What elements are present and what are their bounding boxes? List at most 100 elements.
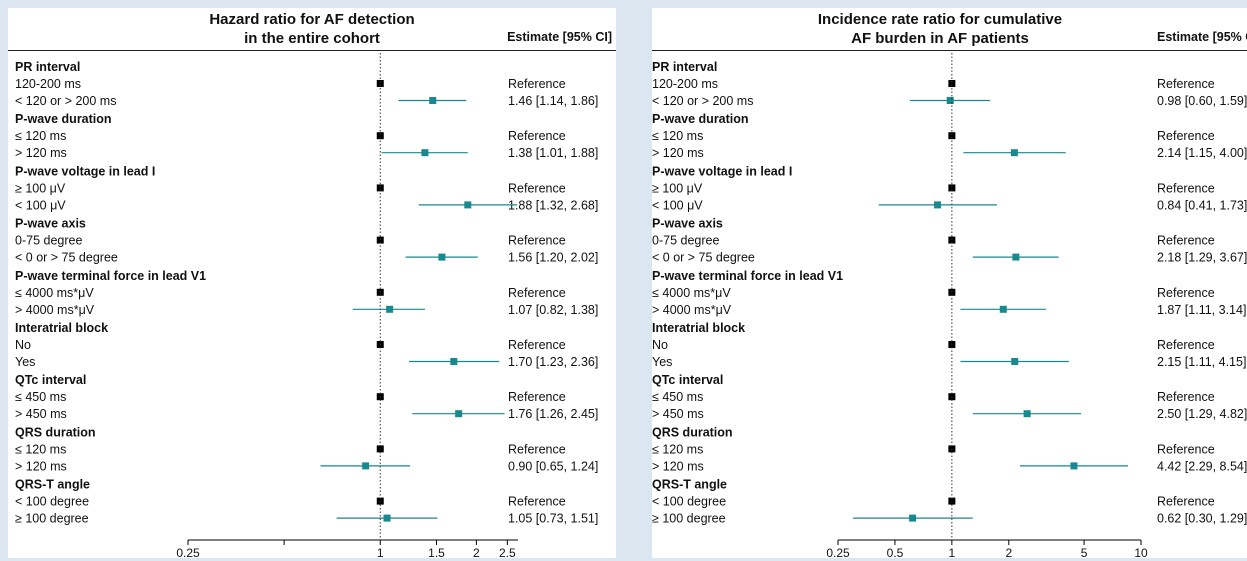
panel2-group-label: QRS-T angle: [652, 478, 727, 492]
panel2-row-label: > 120 ms: [652, 459, 704, 473]
panel1-group-label: QTc interval: [15, 373, 86, 387]
panel2-row-label: 0-75 degree: [652, 234, 719, 248]
panel2-estimate-point: [1012, 253, 1020, 261]
panel2-estimate-point: [909, 514, 917, 522]
panel2-estimate-text: Reference: [1157, 338, 1215, 352]
panel1-row-label: > 120 ms: [15, 146, 67, 160]
panel2-estimate-text: 0.84 [0.41, 1.73]: [1157, 198, 1247, 212]
panel2-estimate-point: [999, 305, 1007, 313]
panel1-estimate-point: [438, 253, 446, 261]
panel1-row-label: 120-200 ms: [15, 77, 81, 91]
panel2-estimate-text: Reference: [1157, 234, 1215, 248]
panel2-row-label: ≤ 4000 ms*μV: [652, 286, 731, 300]
panel1-estimate-point: [450, 358, 458, 365]
panel1-group-label: P-wave duration: [15, 112, 112, 126]
panel2-group-label: P-wave terminal force in lead V1: [652, 269, 843, 283]
panel2-group-label: P-wave duration: [652, 112, 749, 126]
panel1-estimate-text: 1.76 [1.26, 2.45]: [508, 407, 598, 421]
panel1-row-label: 0-75 degree: [15, 234, 82, 248]
panel2-reference-point: [948, 80, 956, 87]
panel2-row-label: < 100 μV: [652, 198, 703, 212]
panel1-estimate-point: [383, 514, 391, 522]
panel1-row-label: < 0 or > 75 degree: [15, 251, 118, 265]
panel1-row-label: > 120 ms: [15, 459, 67, 473]
panel1-row-label: ≤ 120 ms: [15, 129, 66, 143]
panel1-title-line-1: Hazard ratio for AF detection: [209, 11, 414, 28]
panel2-group-label: QTc interval: [652, 373, 723, 387]
panel2-estimate-text: 1.87 [1.11, 3.14]: [1157, 303, 1246, 317]
panel1-x-tick-label: 2.5: [499, 546, 516, 560]
panel1-reference-point: [376, 132, 384, 140]
panel2-x-tick-label: 10: [1134, 546, 1148, 560]
panel1-estimate-text: Reference: [508, 129, 566, 143]
panel2-title-line-2: AF burden in AF patients: [851, 30, 1029, 47]
panel1-group-label: QRS duration: [15, 425, 96, 439]
panel1-group-label: Interatrial block: [15, 321, 108, 335]
panel2-estimate-text: Reference: [1157, 442, 1215, 456]
panel1-estimate-text: 1.70 [1.23, 2.36]: [508, 355, 598, 369]
panel2-row-label: ≥ 100 degree: [652, 512, 726, 526]
panel2-row-label: < 100 degree: [652, 495, 726, 509]
panel1-x-tick-label: 1: [377, 546, 384, 560]
panel1-row-label: No: [15, 338, 31, 352]
panel2-row-label: > 450 ms: [652, 407, 704, 421]
panel1-row-label: ≥ 100 degree: [15, 512, 89, 526]
panel1-estimate-point: [362, 462, 370, 470]
panel2-reference-point: [948, 184, 956, 192]
panel2-estimate-text: 2.50 [1.29, 4.82]: [1157, 407, 1247, 421]
panel1-row-label: ≤ 450 ms: [15, 390, 66, 404]
panel1-x-tick-label: 2: [473, 546, 480, 560]
panel2-estimate-point: [1010, 149, 1018, 157]
panel2-group-label: P-wave axis: [652, 217, 723, 231]
panel2-row-label: No: [652, 338, 668, 352]
panel1-reference-point: [376, 236, 384, 244]
panel1-estimate-text: 1.56 [1.20, 2.02]: [508, 251, 598, 265]
panel2-row-label: ≤ 120 ms: [652, 129, 703, 143]
panel1-estimate-text: 1.38 [1.01, 1.88]: [508, 146, 598, 160]
panel2-x-tick-label: 5: [1081, 546, 1088, 560]
panel2-row-label: ≤ 450 ms: [652, 390, 703, 404]
panel1-estimate-text: Reference: [508, 495, 566, 509]
panel1-estimate-point: [464, 201, 472, 209]
panel1-estimate-text: 1.46 [1.14, 1.86]: [508, 94, 598, 108]
panel2-estimate-text: Reference: [1157, 286, 1215, 300]
panel1-row-label: < 100 μV: [15, 198, 66, 212]
panel1-row-label: ≥ 100 μV: [15, 181, 66, 195]
panel1-reference-point: [376, 80, 384, 87]
panel2-row-label: > 4000 ms*μV: [652, 303, 732, 317]
panel1-row-label: Yes: [15, 355, 35, 369]
panel1-estimate-text: 1.05 [0.73, 1.51]: [508, 512, 598, 526]
panel2-row-label: < 120 or > 200 ms: [652, 94, 753, 108]
panel1-estimate-text: 1.07 [0.82, 1.38]: [508, 303, 598, 317]
panel2-estimate-text: 2.15 [1.11, 4.15]: [1157, 355, 1246, 369]
panel1-estimate-point: [386, 305, 394, 313]
panel1-row-label: ≤ 120 ms: [15, 442, 66, 456]
panel2-title-line-1: Incidence rate ratio for cumulative: [818, 11, 1062, 28]
panel1-title-line-2: in the entire cohort: [244, 30, 380, 47]
panel2-estimate-text: Reference: [1157, 495, 1215, 509]
panel2-reference-point: [948, 236, 956, 244]
panel1-estimate-text: Reference: [508, 286, 566, 300]
panel1-row-label: > 4000 ms*μV: [15, 303, 95, 317]
panel1-estimate-point: [455, 410, 463, 418]
panel2-estimate-point: [1023, 410, 1031, 418]
panel1-estimate-point: [429, 97, 437, 104]
panel2-row-label: 120-200 ms: [652, 77, 718, 91]
panel2-row-label: > 120 ms: [652, 146, 704, 160]
panel2-row-label: ≤ 120 ms: [652, 442, 703, 456]
panel2-row-label: < 0 or > 75 degree: [652, 251, 755, 265]
panel1-reference-point: [376, 184, 384, 192]
panel1-row-label: > 450 ms: [15, 407, 67, 421]
panel1-group-label: P-wave axis: [15, 217, 86, 231]
panel1-row-label: ≤ 4000 ms*μV: [15, 286, 94, 300]
panel2-estimate-header: Estimate [95% CI]: [1157, 30, 1247, 44]
panel2-estimate-text: 0.98 [0.60, 1.59]: [1157, 94, 1247, 108]
panel2-row-label: ≥ 100 μV: [652, 181, 703, 195]
panel2-estimate-text: 2.18 [1.29, 3.67]: [1157, 251, 1247, 265]
panel2-group-label: QRS duration: [652, 425, 733, 439]
panel2-group-label: Interatrial block: [652, 321, 745, 335]
panel1-group-label: PR interval: [15, 60, 80, 74]
panel1-row-label: < 120 or > 200 ms: [15, 94, 116, 108]
panel2-estimate-point: [1070, 462, 1078, 470]
